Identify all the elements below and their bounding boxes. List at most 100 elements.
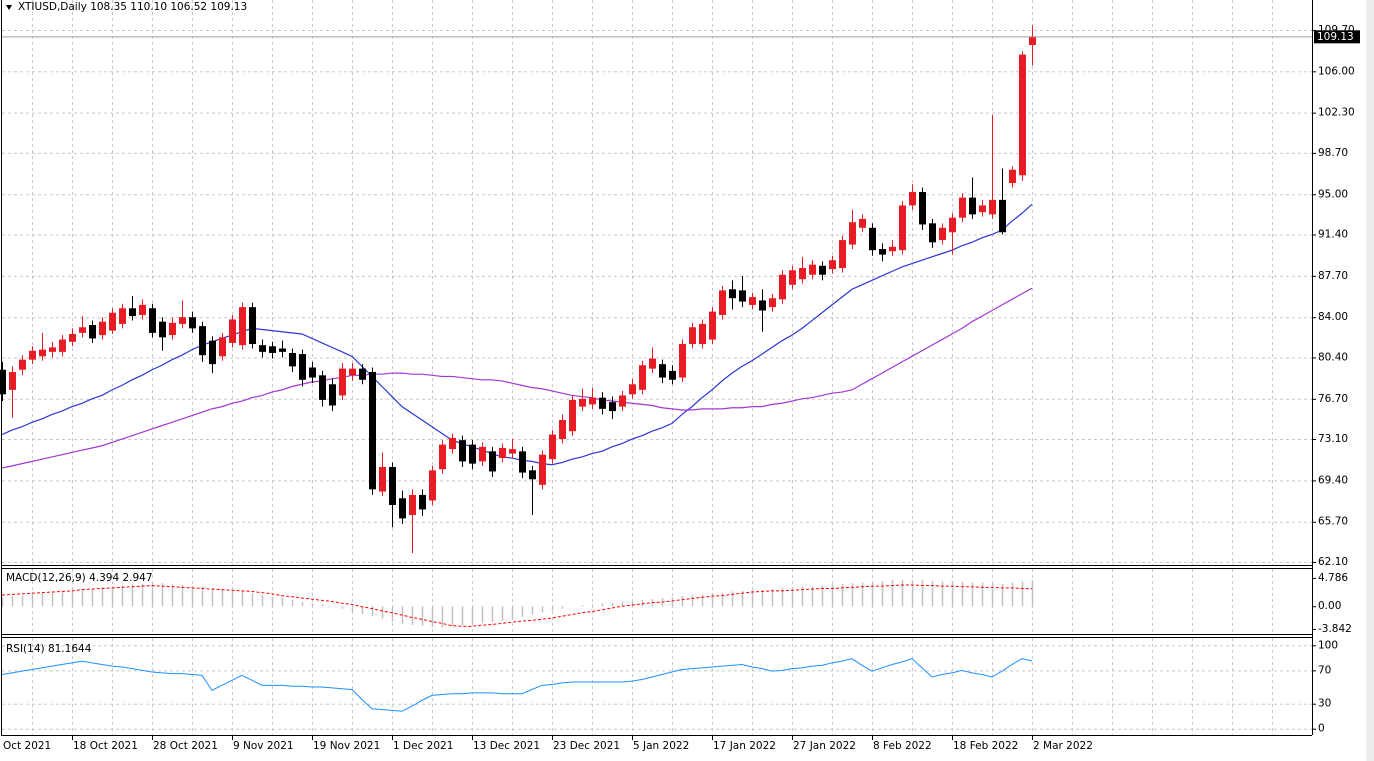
candle-body xyxy=(559,420,566,440)
candle-body xyxy=(519,451,526,473)
x-tick-label: 23 Dec 2021 xyxy=(553,740,620,752)
scroll-strip xyxy=(1366,0,1374,761)
candle-body xyxy=(939,227,946,241)
candle-body xyxy=(219,337,226,357)
candle-body xyxy=(909,192,916,206)
candle-body xyxy=(659,364,666,378)
y-tick-label: 80.40 xyxy=(1318,351,1348,363)
candle-body xyxy=(569,399,576,432)
candle-body xyxy=(469,444,476,464)
label-layer: 62.10 65.70 69.40 73.10 76.70 80.40 84.00 87.70… xyxy=(0,1,1360,752)
candle-body xyxy=(959,197,966,218)
candle-body xyxy=(419,494,426,510)
candle-body xyxy=(0,369,6,395)
candle-body xyxy=(149,308,156,333)
y-tick-label: 76.70 xyxy=(1318,393,1348,405)
candle-body xyxy=(489,451,496,472)
candle-body xyxy=(679,344,686,378)
candle-body xyxy=(889,246,896,252)
candle-body xyxy=(819,265,826,275)
rsi-line xyxy=(1,658,1033,712)
candle-body xyxy=(599,397,606,409)
y-tick-label: 100 xyxy=(1318,639,1338,651)
candle-body xyxy=(699,323,706,345)
x-tick-label: 1 Dec 2021 xyxy=(393,740,453,752)
candle-body xyxy=(459,440,466,462)
candle-body xyxy=(19,359,26,370)
candle-body xyxy=(169,322,176,336)
dropdown-icon xyxy=(6,5,12,10)
candle-body xyxy=(129,308,136,317)
x-tick-label: 5 Jan 2022 xyxy=(633,740,689,752)
candle-body xyxy=(529,470,536,480)
candle-body xyxy=(249,307,256,345)
candle-body xyxy=(739,290,746,302)
candle-body xyxy=(849,222,856,245)
y-tick-label: 69.40 xyxy=(1318,474,1348,486)
candle-body xyxy=(689,327,696,345)
candle-body xyxy=(109,312,116,331)
candle-body xyxy=(259,345,266,352)
candle-body xyxy=(779,274,786,300)
y-tick-label: 84.00 xyxy=(1318,311,1348,323)
candle-body xyxy=(749,297,756,305)
x-tick-label: 6 Oct 2021 xyxy=(0,740,51,752)
candle-body xyxy=(189,317,196,329)
y-tick-label: 4.786 xyxy=(1318,572,1348,584)
candle-body xyxy=(59,339,66,352)
candle-body xyxy=(479,446,486,462)
last-price-tag xyxy=(1314,30,1360,44)
candle-body xyxy=(769,298,776,308)
moving-average xyxy=(1,287,1033,469)
chart-title: XTIUSD,Daily 108.35 110.10 106.52 109.13 xyxy=(18,1,247,13)
candle-body xyxy=(709,311,716,340)
candle-body xyxy=(629,384,636,395)
candle-body xyxy=(719,290,726,315)
y-tick-label: -3.842 xyxy=(1318,623,1352,635)
candle-body xyxy=(759,300,766,311)
candle-body xyxy=(989,199,996,215)
candle-body xyxy=(209,340,216,365)
y-tick-label: 95.00 xyxy=(1318,188,1348,200)
x-tick-label: 18 Oct 2021 xyxy=(73,740,138,752)
candle-body xyxy=(39,349,46,357)
candle-body xyxy=(549,434,556,460)
candle-body xyxy=(579,398,586,407)
moving-average xyxy=(1,203,1033,466)
y-tick-label: 109.70 xyxy=(1318,24,1355,36)
y-tick-label: 0.00 xyxy=(1318,600,1341,612)
y-tick-label: 70 xyxy=(1318,664,1331,676)
candle-body xyxy=(179,317,186,324)
candle-body xyxy=(229,319,236,343)
y-tick-label: 62.10 xyxy=(1318,556,1348,568)
macd-title: MACD(12,26,9) 4.394 2.947 xyxy=(6,572,153,584)
candle-body xyxy=(809,264,816,275)
candle-body xyxy=(539,454,546,485)
candle-body xyxy=(829,260,836,270)
candle-body xyxy=(839,240,846,269)
candle-body xyxy=(399,498,406,519)
candle-body xyxy=(279,348,286,352)
candle-body xyxy=(859,218,866,228)
candle-body xyxy=(29,350,36,360)
candle-body xyxy=(359,368,366,380)
candle-body xyxy=(619,395,626,407)
x-tick-label: 19 Nov 2021 xyxy=(313,740,380,752)
candle-body xyxy=(69,333,76,342)
x-tick-label: 13 Dec 2021 xyxy=(473,740,540,752)
candle-body xyxy=(349,368,356,376)
y-tick-label: 91.40 xyxy=(1318,228,1348,240)
candle-body xyxy=(639,365,646,390)
candle-body xyxy=(159,321,166,338)
x-tick-label: 18 Feb 2022 xyxy=(953,740,1018,752)
candle-body xyxy=(1019,54,1026,176)
candle-body xyxy=(869,227,876,251)
candle-body xyxy=(389,466,396,505)
candle-body xyxy=(499,447,506,459)
y-tick-label: 30 xyxy=(1318,698,1331,710)
candle-body xyxy=(9,371,16,390)
candle-body xyxy=(89,325,96,339)
y-tick-label: 106.00 xyxy=(1318,65,1355,77)
